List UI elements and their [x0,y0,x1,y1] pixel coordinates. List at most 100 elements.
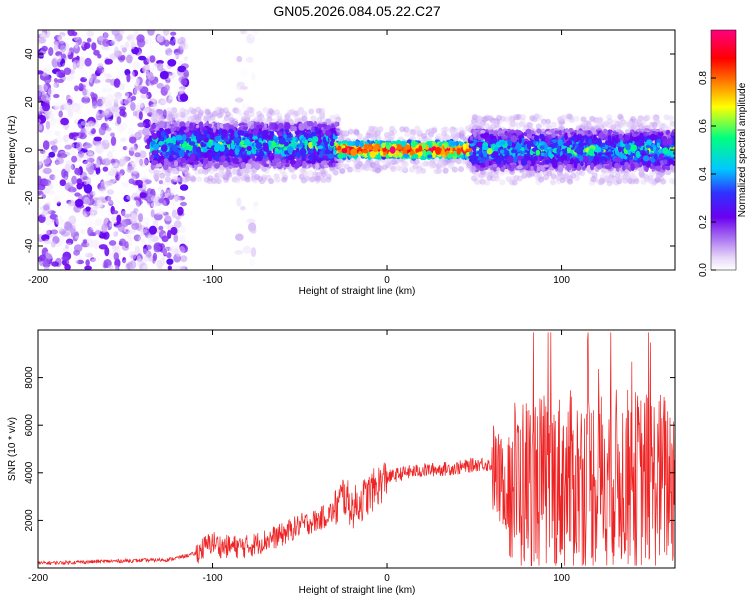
heatmap-cell [51,105,60,110]
heatmap-cell [165,128,170,135]
heatmap-cell [215,178,222,185]
heatmap-cell [343,163,350,170]
heatmap-cell [234,148,239,156]
heatmap-cell [164,215,172,225]
spectrogram-heatmap [38,30,675,270]
heatmap-cell [151,123,157,129]
heatmap-cell [133,234,142,242]
heatmap-cell [435,146,442,155]
heatmap-cell [224,138,230,142]
heatmap-cell [416,129,423,136]
heatmap-cell [106,189,114,195]
heatmap-cell [103,216,109,224]
heatmap-cell [74,192,81,197]
heatmap-cell [67,108,74,118]
heatmap-cell [80,229,86,235]
heatmap-cell [202,152,209,159]
heatmap-cell [38,109,41,115]
heatmap-cell [108,199,114,206]
heatmap-cell [85,259,90,267]
heatmap-cell [110,132,115,137]
heatmap-cell [91,239,99,249]
heatmap-cell [140,231,145,237]
heatmap-cell [58,110,63,118]
heatmap-cell [167,188,176,196]
heatmap-cell [353,161,360,167]
heatmap-cell [196,147,201,153]
heatmap-cell [182,221,190,229]
heatmap-cell [240,205,246,211]
heatmap-cell [38,30,45,38]
heatmap-cell [86,143,93,149]
heatmap-cell [242,236,249,243]
heatmap-cell [254,162,261,171]
heatmap-cell [252,128,259,136]
heatmap-cell [126,195,134,200]
heatmap-cell [132,77,141,86]
heatmap-cell [53,102,62,110]
heatmap-cell [140,94,149,99]
heatmap-cell [341,154,347,158]
heatmap-cell [287,154,295,161]
heatmap-cell [285,137,293,141]
heatmap-cell [101,223,108,233]
heatmap-cell [116,125,125,133]
heatmap-cell [167,96,173,105]
heatmap-cell [353,129,360,136]
heatmap-cell [236,197,242,207]
heatmap-cell [85,252,94,258]
heatmap-cell [98,35,104,41]
heatmap-cell [114,132,119,139]
heatmap-cell [246,163,252,169]
heatmap-cell [359,141,365,148]
heatmap-cell [299,147,307,156]
heatmap-cell [38,143,43,150]
heatmap-cell [117,123,124,134]
heatmap-cell [251,72,256,81]
heatmap-cell [61,199,68,205]
heatmap-cell [219,144,225,152]
heatmap-cell [391,159,398,166]
heatmap-cell [296,130,300,135]
heatmap-cell [101,139,110,150]
heatmap-cell [240,85,248,90]
heatmap-cell [42,140,50,151]
heatmap-cell [140,30,147,36]
heatmap-cell [127,229,136,234]
heatmap-cell [244,133,250,138]
heatmap-cell [195,106,202,113]
heatmap-cell [53,78,58,83]
heatmap-cell [60,53,67,59]
heatmap-cell [250,33,257,39]
heatmap-cell [66,73,75,81]
heatmap-cell [174,220,182,229]
heatmap-cell [222,160,229,168]
heatmap-cell [415,168,422,175]
heatmap-cell [38,118,41,124]
heatmap-cell [118,30,125,36]
heatmap-cell [410,140,417,148]
heatmap-cell [133,207,139,214]
heatmap-cell [128,178,135,184]
heatmap-cell [188,141,196,146]
heatmap-cell [43,266,50,270]
heatmap-cell [74,199,84,208]
heatmap-cell [169,245,178,252]
heatmap-cell [337,141,342,145]
heatmap-cell [303,132,307,138]
heatmap-cell [179,42,189,51]
heatmap-cell [67,247,76,252]
heatmap-cell [136,253,143,262]
heatmap-cell [250,247,257,258]
heatmap-cell [166,252,172,259]
heatmap-cell [108,265,114,270]
heatmap-cell [74,256,79,266]
heatmap-cell [150,97,156,103]
heatmap-cell [90,257,96,263]
heatmap-cell [124,41,130,49]
heatmap-cell [98,188,106,194]
heatmap-cell [209,168,215,175]
heatmap-cell [175,265,185,270]
heatmap-cell [38,114,47,124]
heatmap-cell [308,108,315,115]
